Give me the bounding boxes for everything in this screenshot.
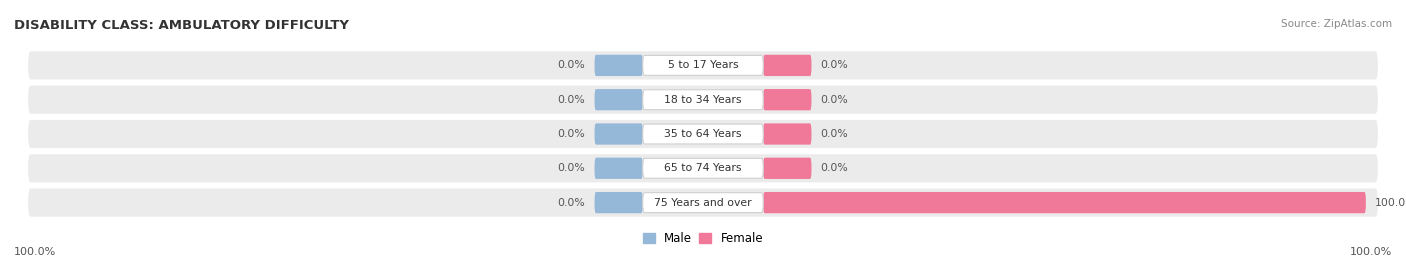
- Text: Source: ZipAtlas.com: Source: ZipAtlas.com: [1281, 19, 1392, 29]
- FancyBboxPatch shape: [763, 123, 811, 145]
- Text: DISABILITY CLASS: AMBULATORY DIFFICULTY: DISABILITY CLASS: AMBULATORY DIFFICULTY: [14, 19, 349, 32]
- FancyBboxPatch shape: [595, 89, 643, 110]
- Text: 0.0%: 0.0%: [821, 60, 848, 70]
- FancyBboxPatch shape: [643, 124, 763, 144]
- FancyBboxPatch shape: [763, 158, 811, 179]
- Text: 65 to 74 Years: 65 to 74 Years: [664, 163, 742, 173]
- Text: 0.0%: 0.0%: [821, 95, 848, 105]
- FancyBboxPatch shape: [763, 55, 811, 76]
- FancyBboxPatch shape: [763, 192, 1365, 213]
- Text: 0.0%: 0.0%: [821, 163, 848, 173]
- Text: 5 to 17 Years: 5 to 17 Years: [668, 60, 738, 70]
- Text: 0.0%: 0.0%: [558, 163, 585, 173]
- Legend: Male, Female: Male, Female: [643, 232, 763, 245]
- Text: 0.0%: 0.0%: [558, 60, 585, 70]
- Text: 0.0%: 0.0%: [558, 95, 585, 105]
- FancyBboxPatch shape: [643, 193, 763, 213]
- FancyBboxPatch shape: [643, 55, 763, 75]
- Text: 0.0%: 0.0%: [821, 129, 848, 139]
- FancyBboxPatch shape: [595, 123, 643, 145]
- FancyBboxPatch shape: [643, 90, 763, 110]
- FancyBboxPatch shape: [595, 158, 643, 179]
- Text: 0.0%: 0.0%: [558, 198, 585, 208]
- FancyBboxPatch shape: [595, 55, 643, 76]
- Text: 100.0%: 100.0%: [14, 247, 56, 257]
- FancyBboxPatch shape: [28, 120, 1378, 148]
- FancyBboxPatch shape: [763, 89, 811, 110]
- Text: 0.0%: 0.0%: [558, 129, 585, 139]
- FancyBboxPatch shape: [28, 86, 1378, 114]
- Text: 100.0%: 100.0%: [1350, 247, 1392, 257]
- FancyBboxPatch shape: [595, 192, 643, 213]
- FancyBboxPatch shape: [28, 51, 1378, 79]
- Text: 100.0%: 100.0%: [1375, 198, 1406, 208]
- FancyBboxPatch shape: [28, 154, 1378, 182]
- Text: 35 to 64 Years: 35 to 64 Years: [664, 129, 742, 139]
- FancyBboxPatch shape: [643, 158, 763, 178]
- Text: 75 Years and over: 75 Years and over: [654, 198, 752, 208]
- FancyBboxPatch shape: [28, 189, 1378, 217]
- Text: 18 to 34 Years: 18 to 34 Years: [664, 95, 742, 105]
